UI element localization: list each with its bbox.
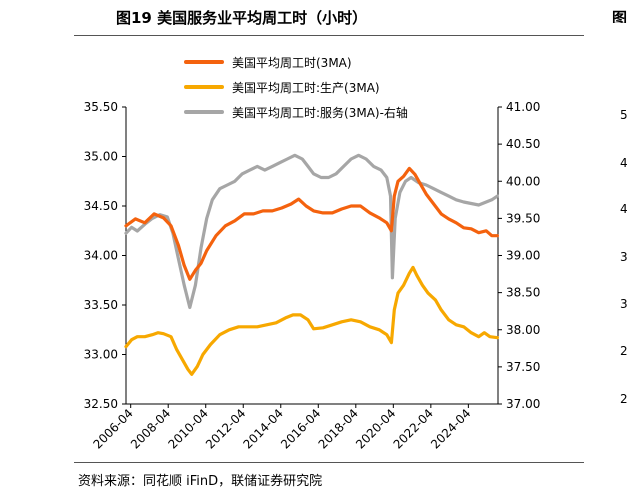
left-y-tick-label: 33.00 xyxy=(84,348,118,362)
x-tick-label: 2018-04 xyxy=(316,406,361,451)
x-tick-label: 2014-04 xyxy=(241,406,286,451)
series-line-2 xyxy=(124,153,499,310)
source-divider xyxy=(74,462,584,463)
adjacent-tick: 3 xyxy=(620,297,628,311)
left-y-tick-label: 32.50 xyxy=(84,397,118,411)
right-y-tick-label: 38.50 xyxy=(506,286,540,300)
right-y-tick-label: 37.00 xyxy=(506,397,540,411)
series-line-0 xyxy=(124,166,499,281)
adjacent-tick: 5 xyxy=(620,108,628,122)
title-divider xyxy=(74,35,584,36)
left-y-tick-label: 34.50 xyxy=(84,199,118,213)
right-y-tick-label: 38.00 xyxy=(506,323,540,337)
left-y-tick-label: 35.50 xyxy=(84,100,118,114)
left-y-tick-label: 34.00 xyxy=(84,249,118,263)
legend-label-2: 美国平均周工时:服务(3MA)-右轴 xyxy=(232,105,408,120)
legend-label-1: 美国平均周工时:生产(3MA) xyxy=(232,81,380,95)
x-tick-label: 2020-04 xyxy=(353,406,398,451)
adjacent-chart-title-fragment: 图 xyxy=(612,9,628,23)
right-y-tick-label: 40.50 xyxy=(506,137,540,151)
adjacent-tick: 4 xyxy=(620,202,628,216)
legend-label-0: 美国平均周工时(3MA) xyxy=(232,56,352,70)
x-tick-label: 2008-04 xyxy=(128,406,173,451)
x-tick-label: 2022-04 xyxy=(391,406,436,451)
left-y-tick-label: 35.00 xyxy=(84,150,118,164)
x-tick-label: 2006-04 xyxy=(90,406,135,451)
adjacent-tick: 3 xyxy=(620,250,628,264)
right-y-tick-label: 40.00 xyxy=(506,174,540,188)
x-tick-label: 2010-04 xyxy=(165,406,210,451)
x-tick-label: 2024-04 xyxy=(428,406,473,451)
right-y-tick-label: 39.50 xyxy=(506,211,540,225)
adjacent-tick: 4 xyxy=(620,156,628,170)
left-y-tick-label: 33.50 xyxy=(84,298,118,312)
source-note: 资料来源：同花顺 iFinD，联储证券研究院 xyxy=(78,474,323,489)
x-tick-label: 2016-04 xyxy=(278,406,323,451)
chart-title: 图19 美国服务业平均周工时（小时） xyxy=(116,9,368,27)
x-tick-label: 2012-04 xyxy=(203,406,248,451)
series-line-1 xyxy=(124,265,499,376)
right-y-tick-label: 39.00 xyxy=(506,249,540,263)
right-y-tick-label: 37.50 xyxy=(506,360,540,374)
adjacent-tick: 2 xyxy=(620,344,628,358)
adjacent-tick: 2 xyxy=(620,392,628,406)
right-y-tick-label: 41.00 xyxy=(506,100,540,114)
